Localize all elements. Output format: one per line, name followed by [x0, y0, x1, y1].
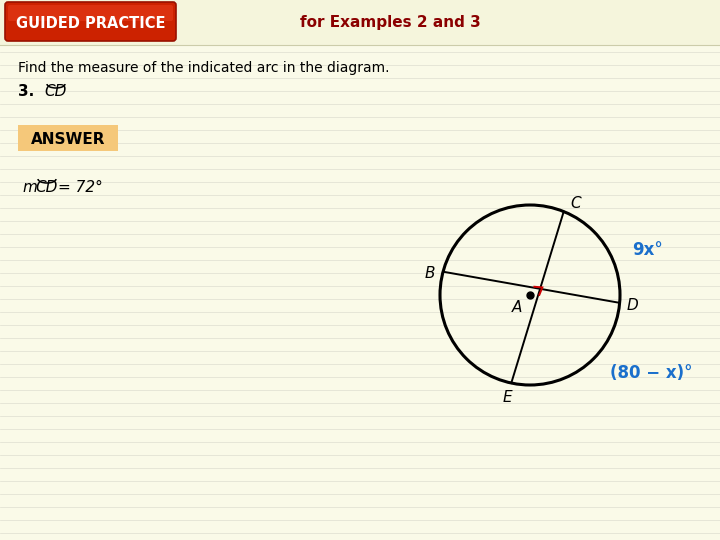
- FancyBboxPatch shape: [5, 2, 176, 41]
- FancyBboxPatch shape: [8, 5, 173, 21]
- Text: D: D: [627, 298, 639, 313]
- Text: = 72°: = 72°: [58, 179, 103, 194]
- Text: C: C: [570, 196, 581, 211]
- Text: m: m: [22, 179, 37, 194]
- Text: B: B: [425, 266, 436, 281]
- Text: Find the measure of the indicated arc in the diagram.: Find the measure of the indicated arc in…: [18, 61, 390, 75]
- Text: A: A: [512, 300, 522, 315]
- Text: for Examples 2 and 3: for Examples 2 and 3: [300, 16, 480, 30]
- FancyBboxPatch shape: [18, 125, 118, 151]
- Text: (80 − x)°: (80 − x)°: [610, 364, 693, 382]
- Text: ANSWER: ANSWER: [31, 132, 105, 146]
- Text: 3.: 3.: [18, 84, 35, 99]
- Text: CD: CD: [35, 179, 58, 194]
- Text: 9x°: 9x°: [632, 241, 662, 259]
- Text: CD: CD: [44, 84, 66, 99]
- Text: E: E: [503, 389, 512, 404]
- FancyBboxPatch shape: [0, 0, 720, 45]
- Text: GUIDED PRACTICE: GUIDED PRACTICE: [17, 16, 166, 30]
